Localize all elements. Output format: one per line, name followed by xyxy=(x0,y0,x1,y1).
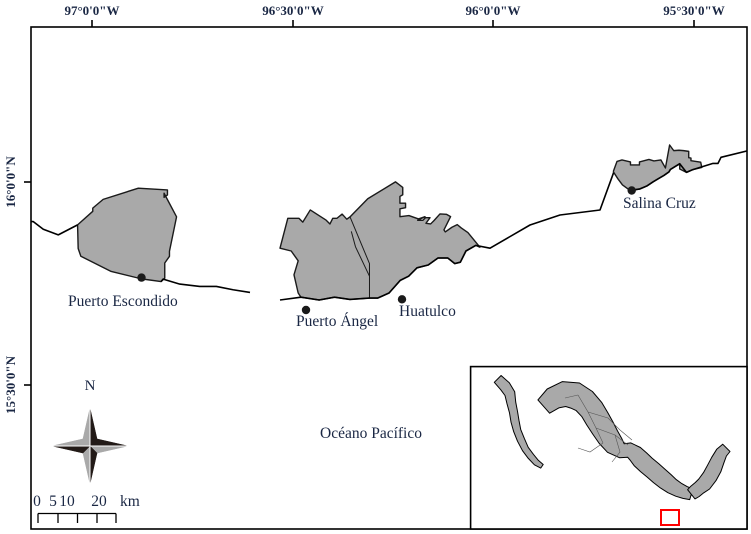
svg-text:Océano Pacífico: Océano Pacífico xyxy=(320,425,422,442)
svg-text:96°30'0"W: 96°30'0"W xyxy=(262,3,324,18)
svg-text:Puerto Ángel: Puerto Ángel xyxy=(296,313,378,330)
svg-text:20: 20 xyxy=(91,493,107,510)
svg-text:16°0'0"N: 16°0'0"N xyxy=(3,156,18,208)
svg-text:0: 0 xyxy=(33,493,41,510)
svg-text:15°30'0"N: 15°30'0"N xyxy=(3,355,18,414)
svg-text:Salina Cruz: Salina Cruz xyxy=(623,195,696,212)
svg-text:96°0'0"W: 96°0'0"W xyxy=(465,3,520,18)
svg-text:Huatulco: Huatulco xyxy=(399,303,456,320)
svg-text:95°30'0"W: 95°30'0"W xyxy=(663,3,725,18)
svg-text:97°0'0"W: 97°0'0"W xyxy=(64,3,119,18)
svg-text:10: 10 xyxy=(59,493,75,510)
svg-text:N: N xyxy=(85,378,96,394)
svg-text:Puerto Escondido: Puerto Escondido xyxy=(68,293,178,310)
svg-text:km: km xyxy=(120,493,140,510)
svg-text:5: 5 xyxy=(49,493,57,510)
